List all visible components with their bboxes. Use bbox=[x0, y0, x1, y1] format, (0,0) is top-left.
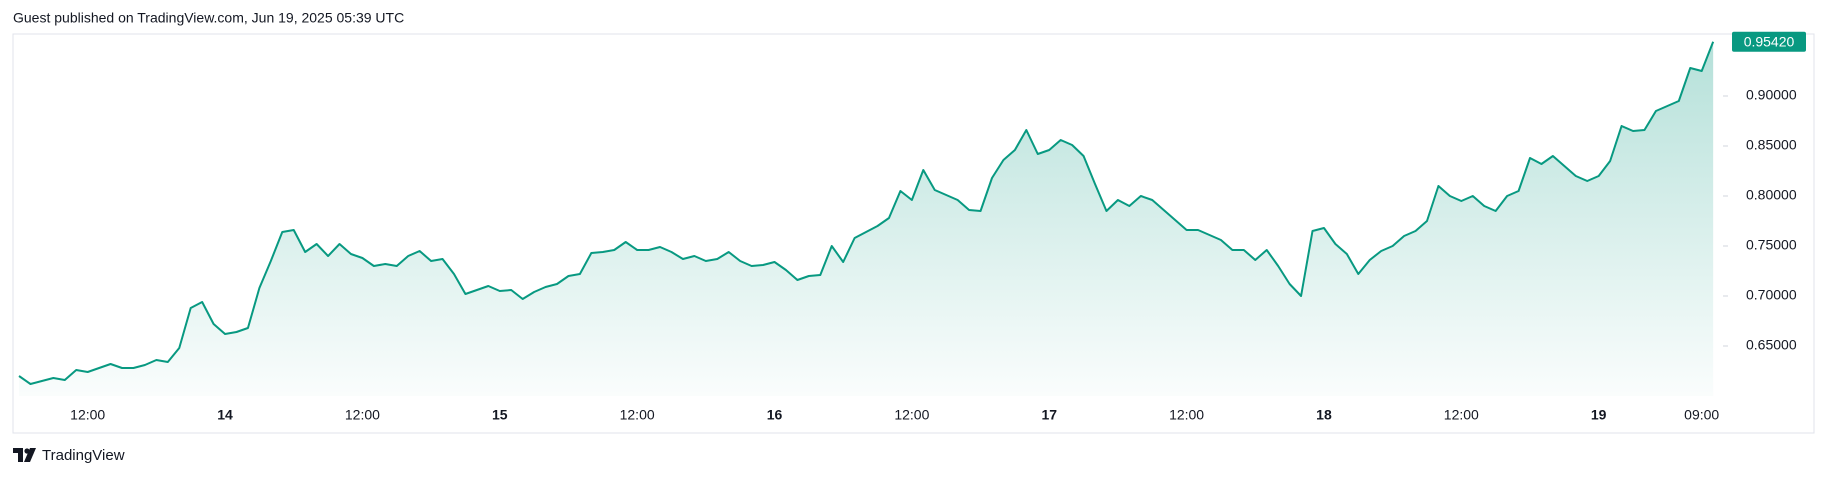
x-tick-label: 12:00 bbox=[1444, 407, 1479, 423]
x-tick-label: 14 bbox=[217, 407, 233, 423]
x-tick-label: 12:00 bbox=[345, 407, 380, 423]
x-tick-label: 18 bbox=[1316, 407, 1332, 423]
x-tick-label: 12:00 bbox=[70, 407, 105, 423]
x-tick-label: 12:00 bbox=[620, 407, 655, 423]
y-tick-label: 0.65000 bbox=[1746, 337, 1797, 353]
x-tick-label: 09:00 bbox=[1684, 407, 1719, 423]
x-tick-label: 12:00 bbox=[894, 407, 929, 423]
x-tick-label: 16 bbox=[767, 407, 783, 423]
x-tick-label: 19 bbox=[1591, 407, 1607, 423]
last-price-label: 0.95420 bbox=[1744, 34, 1795, 50]
brand-logo bbox=[13, 448, 36, 462]
area-fill bbox=[19, 41, 1714, 397]
x-tick-label: 17 bbox=[1041, 407, 1057, 423]
last-price-box bbox=[1732, 31, 1806, 52]
price-line bbox=[18, 41, 1715, 385]
brand-name[interactable]: TradingView bbox=[42, 447, 125, 464]
pane-border bbox=[12, 33, 1815, 434]
x-tick-label: 12:00 bbox=[1169, 407, 1204, 423]
y-tick-label: 0.80000 bbox=[1746, 187, 1797, 203]
y-tick-label: 0.85000 bbox=[1746, 137, 1797, 153]
header-text: Guest published on TradingView.com, Jun … bbox=[13, 10, 404, 26]
y-tick-label: 0.75000 bbox=[1746, 237, 1797, 253]
x-tick-label: 15 bbox=[492, 407, 508, 423]
y-tick-label: 0.90000 bbox=[1746, 87, 1797, 103]
y-tick-label: 0.70000 bbox=[1746, 287, 1797, 303]
